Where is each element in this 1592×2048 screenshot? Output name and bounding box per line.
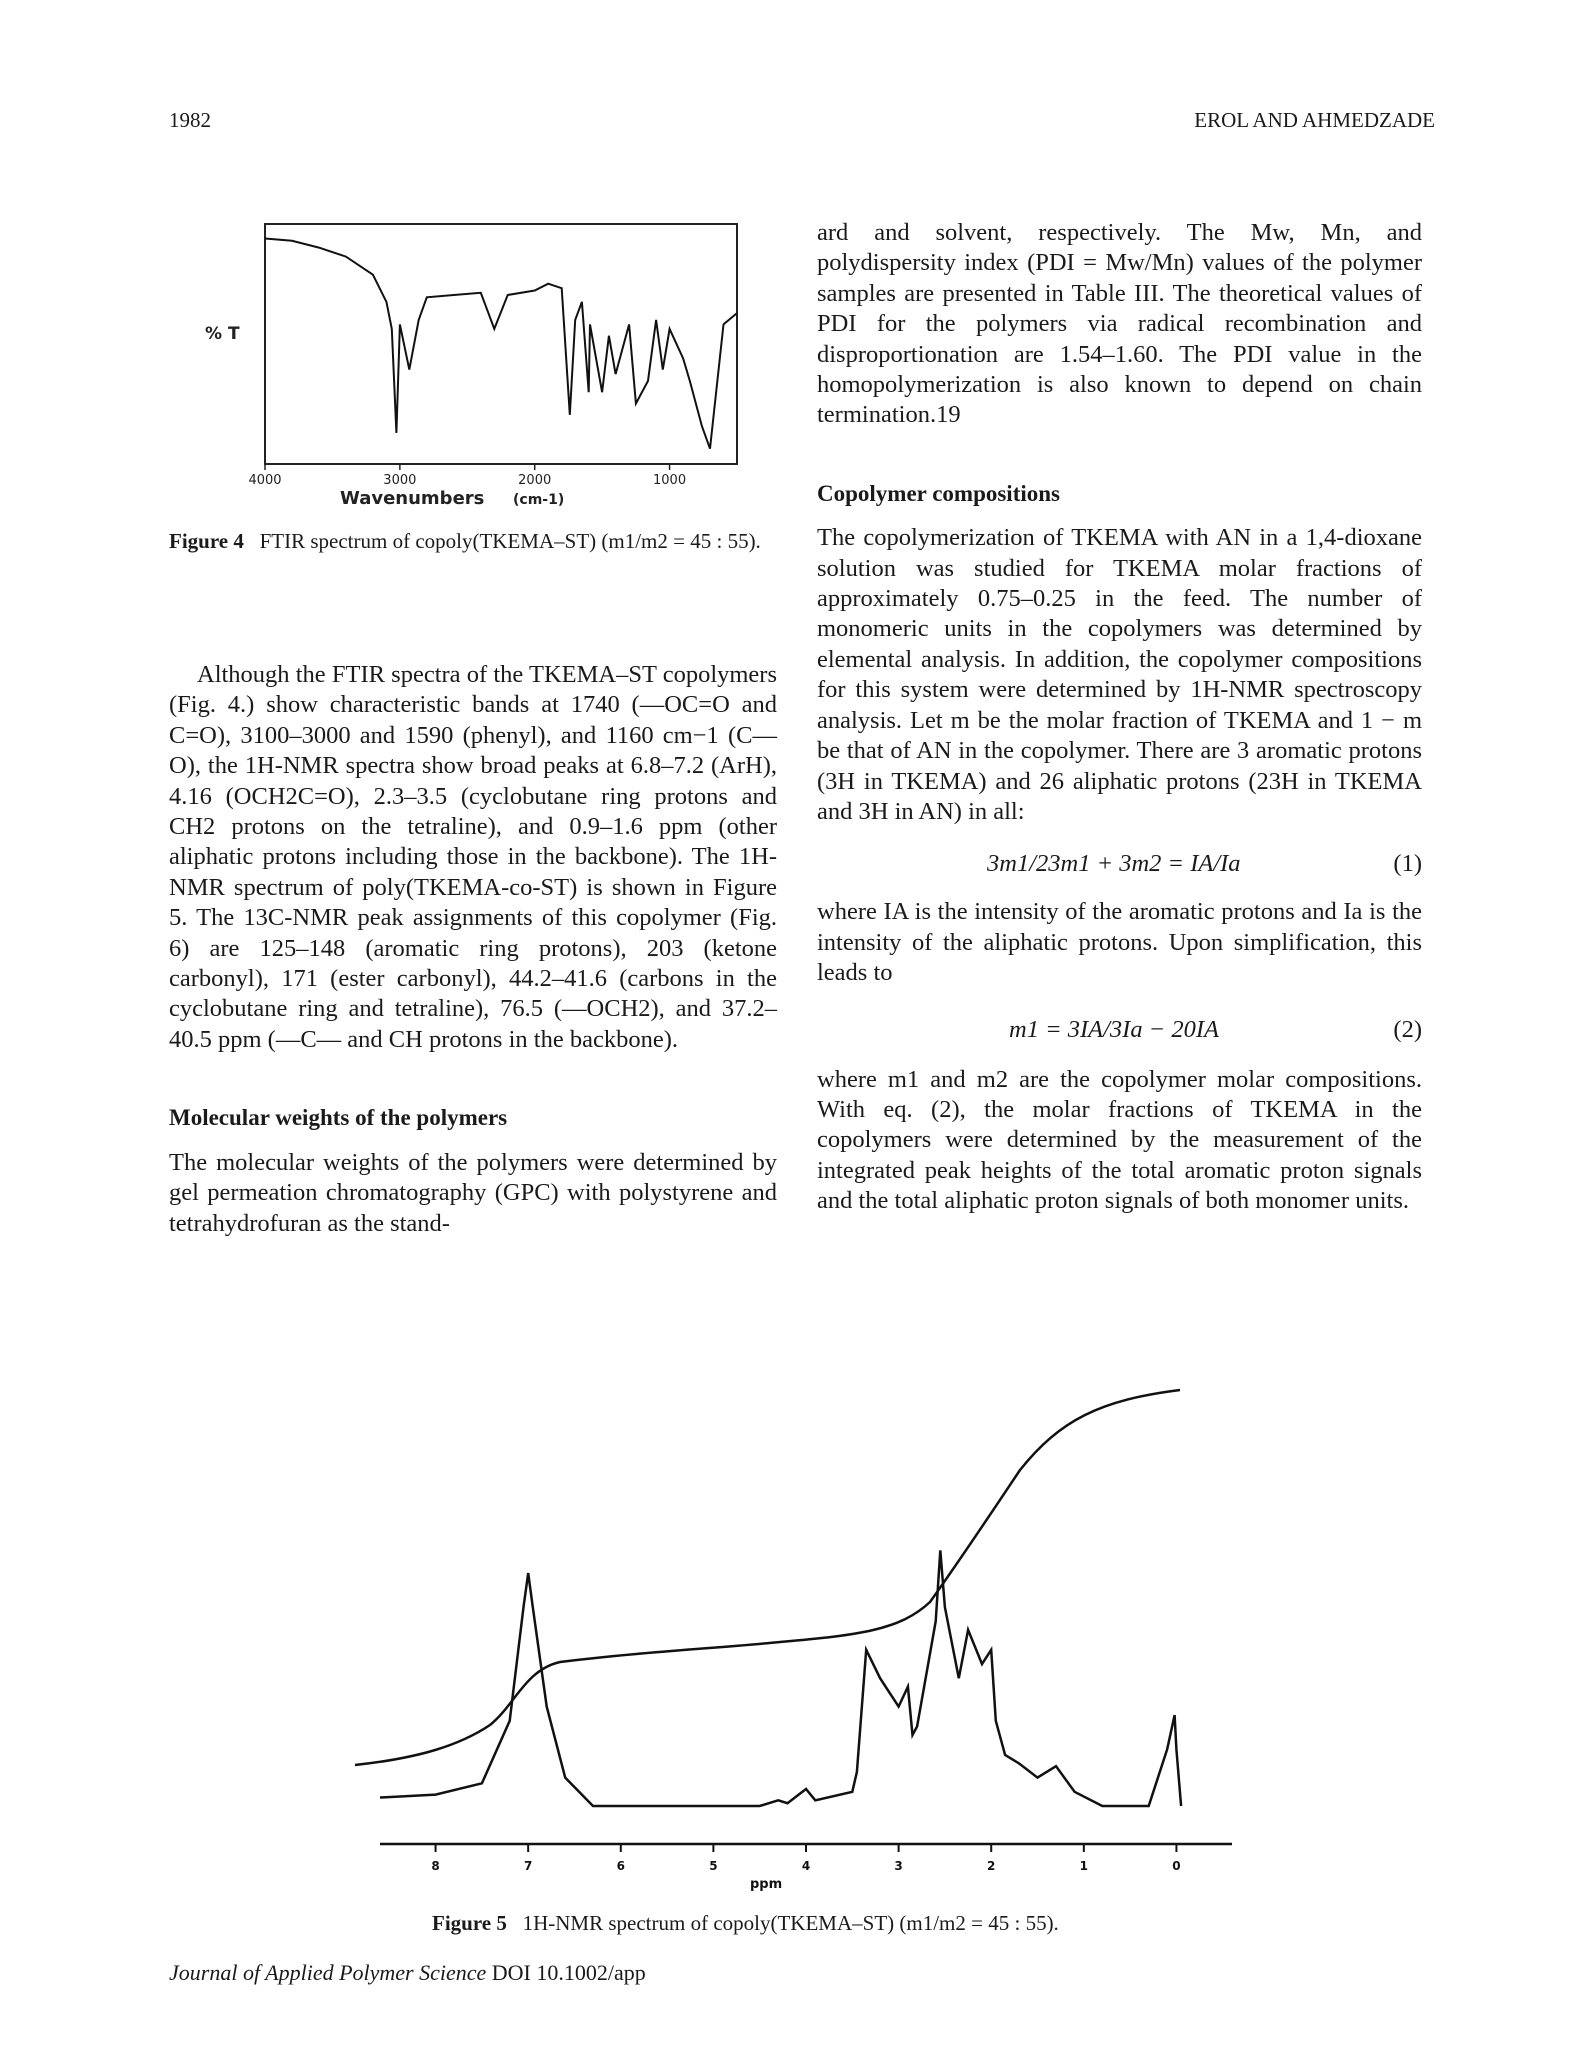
ftir-tick-label: 3000 xyxy=(383,473,416,488)
heading-copolymer-compositions: Copolymer compositions xyxy=(817,480,1060,506)
nmr-xlabel: ppm xyxy=(750,1877,782,1892)
right-column: ard and solvent, respectively. The Mw, M… xyxy=(817,218,1422,1217)
ftir-ylabel: % T xyxy=(205,324,240,344)
ftir-tick-label: 2000 xyxy=(518,473,551,488)
nmr-tick-label: 2 xyxy=(987,1859,995,1873)
journal-footer: Journal of Applied Polymer Science DOI 1… xyxy=(169,1960,646,1986)
nmr-tick-label: 6 xyxy=(617,1859,625,1873)
figure-5-caption-text: 1H-NMR spectrum of copoly(TKEMA–ST) (m1/… xyxy=(522,1911,1059,1935)
figure-4-caption: Figure 4 FTIR spectrum of copoly(TKEMA–S… xyxy=(169,528,779,555)
figure-4: % T 4000 3000 2000 1000 Wavenumbers (cm-1) xyxy=(195,212,755,512)
ftir-series-line xyxy=(264,237,738,450)
paragraph-ftir-nmr: Although the FTIR spectra of the TKEMA–S… xyxy=(169,661,777,1053)
paragraph-intensity: where IA is the intensity of the aromati… xyxy=(817,898,1422,987)
paragraph-copolymerization: The copolymerization of TKEMA with AN in… xyxy=(817,524,1422,825)
heading-molecular-weights: Molecular weights of the polymers xyxy=(169,1105,508,1131)
nmr-tick-label: 5 xyxy=(709,1859,717,1873)
paragraph-pdi: ard and solvent, respectively. The Mw, M… xyxy=(817,219,1422,429)
ftir-xunit: (cm-1) xyxy=(513,492,564,508)
equation-2-number: (2) xyxy=(1393,1015,1422,1043)
equation-1: 3m1/23m1 + 3m2 = IA/Ia xyxy=(987,850,1241,878)
nmr-x-ticks: 8 7 6 5 4 3 2 1 0 xyxy=(431,1844,1181,1873)
equation-1-number: (1) xyxy=(1393,850,1422,878)
figure-5-label: Figure 5 xyxy=(432,1911,507,1935)
figure-4-caption-text: FTIR spectrum of copoly(TKEMA–ST) (m1/m2… xyxy=(259,529,761,553)
equation-2-row: m1 = 3IA/3Ia − 20IA (2) xyxy=(817,1011,1422,1051)
equation-2: m1 = 3IA/3Ia − 20IA xyxy=(1009,1015,1219,1043)
ftir-spectrum-line xyxy=(264,237,738,450)
nmr-tick-label: 0 xyxy=(1172,1859,1180,1873)
journal-doi: DOI 10.1002/app xyxy=(491,1960,646,1985)
figure-4-label: Figure 4 xyxy=(169,529,244,553)
figure-5: 8 7 6 5 4 3 2 1 0 ppm xyxy=(340,1340,1240,1900)
nmr-tick-label: 7 xyxy=(524,1859,532,1873)
ftir-x-ticks: 4000 3000 2000 1000 xyxy=(248,464,686,488)
journal-name: Journal of Applied Polymer Science xyxy=(169,1960,487,1985)
nmr-series-line xyxy=(379,1550,1183,1808)
ftir-tick-label: 4000 xyxy=(248,473,281,488)
ftir-chart: % T 4000 3000 2000 1000 Wavenumbers (cm-1) xyxy=(205,223,738,509)
nmr-chart: 8 7 6 5 4 3 2 1 0 ppm xyxy=(354,1388,1232,1892)
running-title: EROL AND AHMEDZADE xyxy=(1194,108,1435,132)
figure-5-caption: Figure 5 1H-NMR spectrum of copoly(TKEMA… xyxy=(432,1910,1059,1937)
nmr-tick-label: 4 xyxy=(802,1859,810,1873)
nmr-tick-label: 3 xyxy=(894,1859,902,1873)
nmr-integral-curve xyxy=(354,1388,1181,1767)
equation-1-row: 3m1/23m1 + 3m2 = IA/Ia (1) xyxy=(817,845,1422,885)
paragraph-gpc: The molecular weights of the polymers we… xyxy=(169,1148,777,1237)
page-number: 1982 xyxy=(169,108,211,132)
nmr-tick-label: 1 xyxy=(1080,1859,1088,1873)
ftir-plot-frame xyxy=(264,223,738,465)
paragraph-molar-fractions: where m1 and m2 are the copolymer molar … xyxy=(817,1065,1422,1215)
nmr-tick-label: 8 xyxy=(431,1859,439,1873)
left-column: Although the FTIR spectra of the TKEMA–S… xyxy=(169,660,777,1239)
ftir-xlabel: Wavenumbers xyxy=(340,488,484,509)
ftir-tick-label: 1000 xyxy=(653,473,686,488)
